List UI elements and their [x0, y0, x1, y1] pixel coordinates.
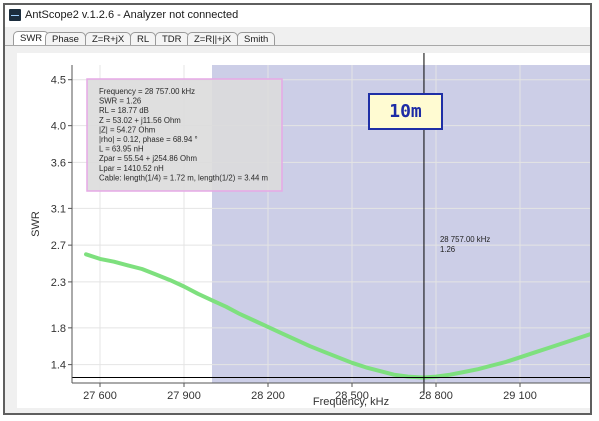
info-panel-line: Zpar = 55.54 + j254.86 Ohm [99, 154, 197, 163]
x-tick-label: 27 600 [83, 390, 117, 402]
y-tick-label: 1.4 [51, 360, 66, 372]
band-label: 10m [368, 93, 443, 130]
info-panel [86, 78, 283, 192]
title-bar: AntScope2 v.1.2.6 - Analyzer not connect… [5, 5, 590, 28]
info-panel-line: |rho| = 0.12, phase = 68.94 ° [99, 135, 198, 144]
tab-phase[interactable]: Phase [45, 32, 86, 45]
info-panel-line: Cable: length(1/4) = 1.72 m, length(1/2)… [99, 173, 268, 182]
x-tick-label: 28 200 [251, 390, 285, 402]
x-tick-label: 28 800 [419, 390, 453, 402]
y-tick-label: 1.8 [51, 323, 66, 335]
info-panel-line: Lpar = 1410.52 nH [99, 164, 164, 173]
info-panel-line: RL = 18.77 dB [99, 106, 149, 115]
y-tick-label: 3.6 [51, 157, 66, 169]
y-tick-label: 4.0 [51, 121, 66, 133]
tab-rl[interactable]: RL [130, 32, 157, 45]
y-tick-label: 2.7 [51, 240, 66, 252]
tab-bar: SWR Phase Z=R+jX RL TDR Z=R||+jX Smith [5, 27, 590, 46]
y-tick-label: 3.1 [51, 203, 66, 215]
swr-curve [84, 252, 590, 380]
cursor-frequency-label: 28 757.00 kHz [440, 235, 490, 244]
swr-chart[interactable]: 28 757.00 kHz 1.26 1.4 1.8 2.3 2.7 3.1 3.6 4.0 4… [17, 53, 590, 408]
cursor-swr-label: 1.26 [440, 245, 455, 254]
tab-smith[interactable]: Smith [237, 32, 276, 45]
y-tick-label: 2.3 [51, 277, 66, 289]
window-title: AntScope2 v.1.2.6 - Analyzer not connect… [25, 9, 239, 21]
y-tick-label: 4.5 [51, 75, 66, 87]
info-panel-line: |Z| = 54.27 Ohm [99, 125, 155, 134]
info-panel-line: L = 63.95 nH [99, 145, 144, 154]
x-axis-title: Frequency, kHz [313, 396, 389, 408]
x-tick-label: 27 900 [167, 390, 201, 402]
y-axis-title: SWR [30, 211, 42, 237]
tab-z-r-jx[interactable]: Z=R+jX [85, 32, 132, 45]
app-logo-icon [9, 9, 21, 21]
tab-z-parallel[interactable]: Z=R||+jX [187, 32, 239, 45]
info-panel-line: Frequency = 28 757.00 kHz [99, 87, 195, 96]
tab-swr[interactable]: SWR [13, 31, 50, 46]
x-tick-label: 28 500 [335, 390, 369, 402]
app-window: AntScope2 v.1.2.6 - Analyzer not connect… [3, 3, 592, 415]
tab-separator [5, 45, 590, 46]
info-panel-line: Z = 53.02 + j11.56 Ohm [99, 116, 181, 125]
tab-tdr[interactable]: TDR [155, 32, 189, 45]
info-panel-line: SWR = 1.26 [99, 97, 141, 106]
x-tick-label: 29 100 [503, 390, 537, 402]
